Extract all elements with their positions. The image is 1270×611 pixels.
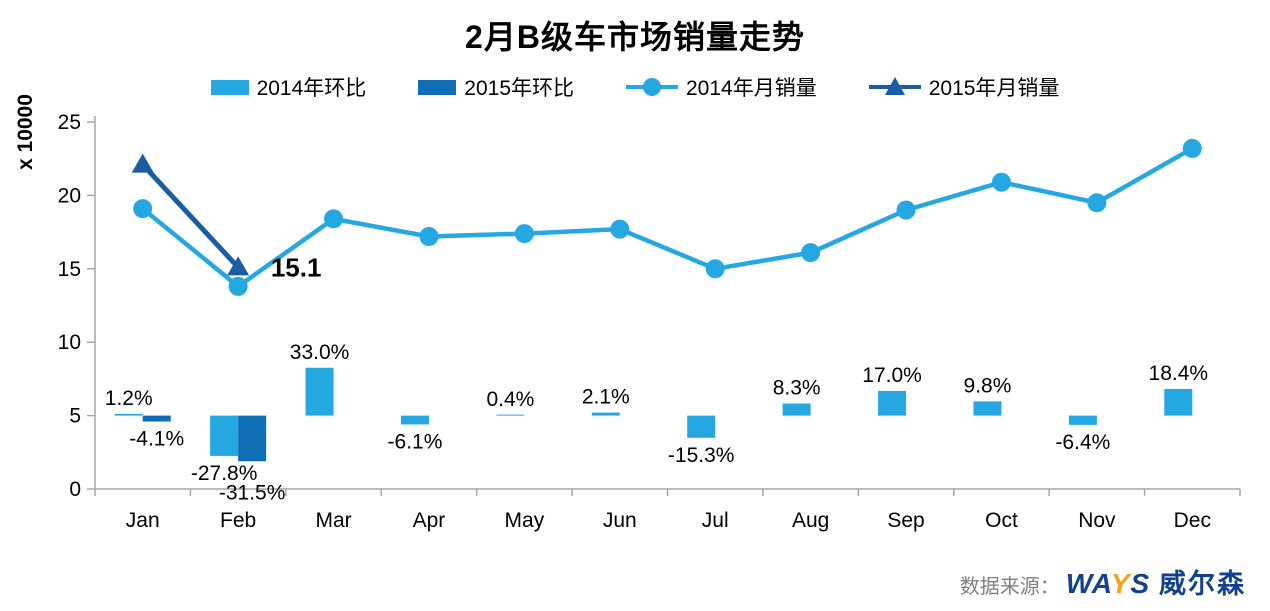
bar-2014年环比-Apr [400,415,429,425]
logo-y: Y [1110,568,1131,599]
marker-circle-2014年月销量 [419,227,439,247]
bar-label-Apr: -6.1% [388,430,443,453]
plot-area: 25 20 15 10 5 0 Jan Feb Mar Apr May Jun Jul Aug Sep Oct… [58,111,1241,532]
legend-item-2: 2014年月销量 [626,72,817,102]
y-tick-label: 10 [58,331,81,354]
logo-s: S [1130,568,1151,599]
bar-label-Jul: -15.3% [668,444,735,467]
x-axis-label: Jun [603,509,637,532]
chart-title: 2月B级车市场销量走势 [465,19,805,55]
legend-item-0: 2014年环比 [210,72,367,102]
x-axis-label: Feb [220,509,256,532]
y-tick-label: 15 [58,258,81,281]
x-axis-label: Sep [887,509,924,532]
bar-2015年环比-Jan [142,415,171,422]
point-label-2015-feb: 15.1 [271,252,322,282]
bar-2014年环比-Jul [687,415,716,438]
legend-item-3: 2015年月销量 [868,72,1060,102]
x-axis-label: Oct [985,509,1018,532]
x-axis-label: Dec [1174,509,1211,532]
bar-label-Jan: 1.2% [105,387,153,410]
ways-logo: WAYS 威尔森 [1066,562,1246,601]
bar-2014年环比-Aug [782,403,811,416]
y-tick-label: 5 [69,405,81,428]
legend-bar-swatch [210,79,249,95]
line-2014年月销量 [141,146,1194,290]
bar-2014年环比-Nov [1068,415,1097,425]
bar-label-May: 0.4% [486,388,534,411]
bar-label-Mar: 33.0% [290,341,350,364]
marker-circle-2014年月销量 [610,219,630,239]
x-axis-label: Jul [702,509,729,532]
marker-circle-2014年月销量 [1087,193,1107,213]
marker-circle-2014年月销量 [705,259,725,279]
marker-circle-2014年月销量 [896,200,916,220]
bar-label-Jun: 2.1% [582,386,630,409]
bar-label-Jan: -4.1% [129,428,184,451]
bar-label-Aug: 8.3% [773,377,821,400]
bar-label-Feb: -31.5% [219,481,286,504]
marker-circle-2014年月销量 [991,172,1011,192]
bar-label-Oct: 9.8% [964,374,1012,397]
x-axis-label: Nov [1078,509,1116,532]
bar-label-Sep: 17.0% [862,364,922,387]
legend-triangle-marker-icon [868,77,921,97]
bar-2014年环比-Dec [1164,388,1193,416]
legend-label: 2015年环比 [464,77,574,100]
bar-2014年环比-Feb [210,415,239,456]
x-axis-label: May [505,509,545,532]
marker-circle-2014年月销量 [133,199,153,219]
chart-legend: 2014年环比 2015年环比 2014年月销量 2015年月销量 [0,72,1270,102]
logo-wa: WA [1065,568,1111,599]
marker-triangle-2015年月销量 [131,153,154,173]
x-axis-label: Jan [126,509,160,532]
bar-2014年环比-Oct [973,401,1002,416]
legend-item-1: 2015年环比 [418,72,574,102]
triangle-icon [884,77,905,95]
marker-circle-2014年月销量 [801,243,821,263]
source-footer: 数据来源： WAYS 威尔森 [960,562,1246,601]
legend-label: 2014年月销量 [686,77,817,100]
x-axis-label: Apr [413,509,446,532]
ways-cn-name: 威尔森 [1159,569,1246,599]
bar-2014年环比-Jun [591,412,620,416]
y-tick-label: 0 [69,478,81,501]
y-tick-label: 20 [58,184,81,207]
marker-circle-2014年月销量 [324,209,344,229]
bar-2014年环比-Sep [878,390,907,416]
bar-2015年环比-Feb [238,415,267,462]
bar-2014年环比-May [496,414,525,416]
bar-label-Feb: -27.8% [191,462,258,485]
bar-label-Dec: 18.4% [1149,362,1209,385]
marker-triangle-2015年月销量 [227,256,250,276]
y-tick-label: 25 [58,111,81,134]
bar-2014年环比-Jan [114,413,143,416]
source-label: 数据来源： [959,576,1060,598]
x-axis-label: Aug [792,509,829,532]
marker-circle-2014年月销量 [1182,138,1202,158]
marker-circle-2014年月销量 [228,276,248,296]
line-2015年月销量 [140,162,240,270]
legend-bar-swatch [418,79,457,95]
legend-label: 2015年月销量 [928,77,1060,100]
x-axis-label: Mar [315,509,351,532]
bar-2014年环比-Mar [305,367,334,416]
legend-circle-marker-icon [626,77,678,97]
legend-label: 2014年环比 [256,77,367,100]
marker-circle-2014年月销量 [514,224,534,244]
bar-label-Nov: -6.4% [1055,431,1110,454]
circle-icon [643,78,661,96]
